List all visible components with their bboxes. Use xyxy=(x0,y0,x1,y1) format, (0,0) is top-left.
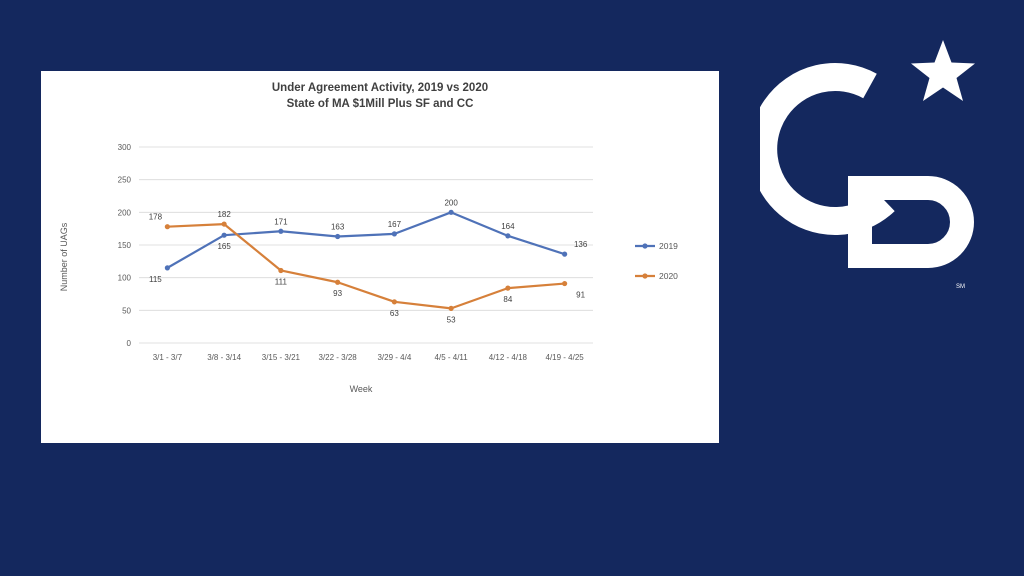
x-tick-label: 3/15 - 3/21 xyxy=(262,353,301,362)
legend: 2019 2020 xyxy=(635,241,678,281)
y-axis-ticks: 0 50 100 150 200 250 300 xyxy=(118,143,132,348)
x-tick-label: 4/19 - 4/25 xyxy=(546,353,585,362)
gridlines xyxy=(139,146,593,344)
data-point xyxy=(335,279,341,285)
data-label: 93 xyxy=(333,289,342,298)
data-label: 111 xyxy=(275,277,288,286)
data-point xyxy=(562,280,568,287)
x-tick-label: 3/22 - 3/28 xyxy=(319,353,358,362)
y-tick-label: 0 xyxy=(127,339,132,348)
x-tick-label: 3/1 - 3/7 xyxy=(153,353,183,362)
x-tick-label: 3/29 - 4/4 xyxy=(377,353,411,362)
chart-panel: Under Agreement Activity, 2019 vs 2020 S… xyxy=(41,71,719,443)
legend-label: 2020 xyxy=(659,271,678,281)
data-label: 165 xyxy=(217,242,231,251)
series-line-2019 xyxy=(166,211,565,269)
legend-marker xyxy=(642,273,648,279)
y-tick-label: 50 xyxy=(122,306,131,315)
y-tick-label: 300 xyxy=(118,143,132,152)
data-label: 167 xyxy=(388,220,402,229)
data-point xyxy=(448,209,454,215)
y-tick-label: 150 xyxy=(118,241,132,250)
series-line-2020 xyxy=(167,222,565,310)
data-labels: 115 178 165 182 171 111 163 93 167 63 200 53 164 84 13… xyxy=(149,198,588,324)
data-point xyxy=(448,305,454,311)
data-point xyxy=(505,233,511,239)
x-tick-label: 4/12 - 4/18 xyxy=(489,353,528,362)
data-point xyxy=(335,233,341,240)
y-tick-label: 250 xyxy=(118,176,132,185)
x-axis-label: Week xyxy=(350,384,373,394)
legend-marker xyxy=(642,243,648,249)
data-point xyxy=(164,265,170,271)
cb-letters xyxy=(760,63,974,268)
data-point xyxy=(505,285,511,291)
coldwell-banker-cb-star-logo-icon: SM xyxy=(760,40,975,290)
data-label: 163 xyxy=(331,223,345,232)
y-axis-label: Number of UAGs xyxy=(59,222,69,291)
data-point xyxy=(391,299,397,305)
data-point xyxy=(221,221,227,227)
y-tick-label: 100 xyxy=(118,274,132,283)
data-label: 200 xyxy=(444,198,458,207)
data-label: 136 xyxy=(574,240,588,249)
x-tick-label: 4/5 - 4/11 xyxy=(435,353,469,362)
series-lines xyxy=(164,209,568,311)
data-label: 182 xyxy=(217,210,231,219)
x-tick-label: 3/8 - 3/14 xyxy=(207,353,241,362)
data-point xyxy=(164,224,170,230)
line-chart: Under Agreement Activity, 2019 vs 2020 S… xyxy=(59,82,678,394)
data-label: 63 xyxy=(390,309,399,318)
data-point xyxy=(278,228,284,234)
data-label: 84 xyxy=(503,295,512,304)
star-icon xyxy=(911,40,975,101)
data-label: 91 xyxy=(576,291,585,300)
service-mark: SM xyxy=(956,284,965,290)
data-point xyxy=(562,251,568,257)
data-point xyxy=(391,231,397,237)
data-label: 115 xyxy=(149,275,162,284)
y-tick-label: 200 xyxy=(118,208,132,217)
data-point xyxy=(278,267,284,274)
legend-label: 2019 xyxy=(659,241,678,251)
data-label: 178 xyxy=(149,213,163,222)
data-label: 53 xyxy=(447,315,456,324)
chart-subtitle: State of MA $1Mill Plus SF and CC xyxy=(287,98,474,110)
data-point xyxy=(221,232,227,238)
data-label: 171 xyxy=(274,217,288,226)
x-axis-ticks: 3/1 - 3/7 3/8 - 3/14 3/15 - 3/21 3/22 - 3/2… xyxy=(153,353,585,362)
data-label: 164 xyxy=(501,222,515,231)
chart-title: Under Agreement Activity, 2019 vs 2020 xyxy=(272,82,488,94)
